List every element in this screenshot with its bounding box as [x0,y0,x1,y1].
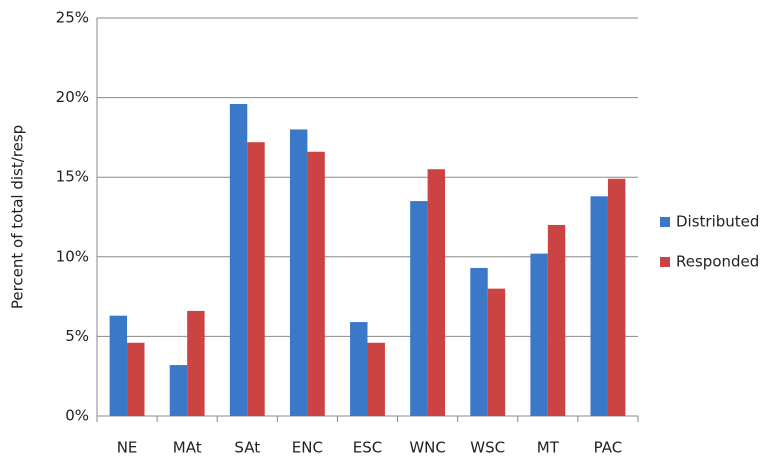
y-tick-label: 20% [56,88,89,106]
x-tick-label: MT [537,439,560,457]
x-tick-label: WSC [470,439,505,457]
y-tick-label: 25% [56,9,89,27]
bar [547,224,566,416]
y-tick-label: 0% [65,407,89,425]
y-tick-label: 5% [65,327,89,345]
y-tick-label: 10% [56,247,89,265]
bar [410,201,428,416]
bar [367,342,385,416]
bar [247,142,265,416]
bar [109,315,128,416]
bar [427,169,446,416]
x-tick-label: ENC [292,439,323,457]
bar [229,103,248,416]
bar [307,151,325,416]
bar [350,322,368,416]
bar [530,253,548,416]
bar [127,342,145,416]
bar [169,365,188,416]
y-axis-label: Percent of total dist/resp [9,125,27,309]
x-tick-label: ESC [353,439,382,457]
bar [470,267,488,416]
bar [289,129,308,416]
legend-label: Responded [676,253,759,271]
bar [607,178,626,416]
bar [187,310,205,416]
bar [487,288,506,416]
x-tick-label: SAt [234,439,260,457]
y-tick-label: 15% [56,168,89,186]
bar [590,196,608,416]
x-tick-label: MAt [173,439,202,457]
x-tick-label: PAC [594,439,623,457]
legend-swatch [660,257,670,267]
x-tick-label: NE [117,439,138,457]
x-tick-label: WNC [409,439,446,457]
legend-swatch [660,217,670,227]
legend-label: Distributed [676,213,759,231]
